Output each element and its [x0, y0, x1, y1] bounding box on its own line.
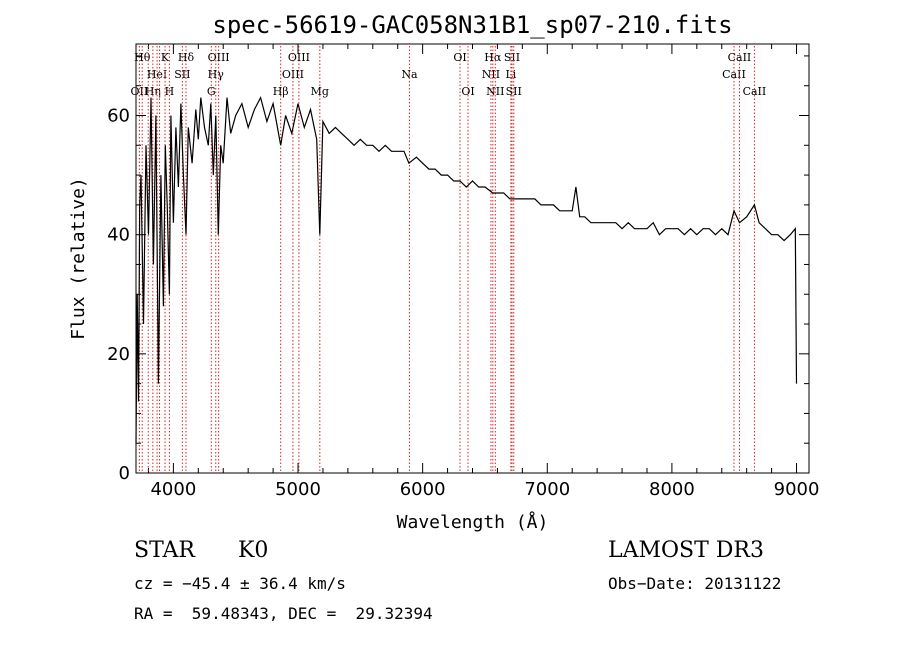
y-tick-label: 20	[107, 344, 130, 365]
line-label: H	[165, 85, 175, 98]
y-axis-label: Flux (relative)	[68, 177, 89, 340]
line-label: CaII	[728, 51, 752, 64]
survey-label: LAMOST DR3	[608, 538, 764, 563]
line-label: NII	[482, 68, 500, 81]
line-label: K	[161, 51, 170, 64]
line-label: Na	[401, 68, 418, 81]
line-label: Hγ	[208, 68, 225, 81]
class-label: STAR	[134, 538, 195, 563]
line-label: OIII	[208, 51, 230, 64]
line-label: Hδ	[178, 51, 195, 64]
x-tick-label: 7000	[524, 479, 570, 500]
line-label: OII	[131, 85, 149, 98]
line-label: NII	[486, 85, 504, 98]
line-label: OIII	[282, 68, 304, 81]
line-label: G	[207, 85, 216, 98]
line-label: OI	[453, 51, 466, 64]
line-label: OIII	[288, 51, 310, 64]
x-tick-label: 4000	[150, 479, 196, 500]
line-label: Hη	[145, 85, 161, 98]
line-label: SII	[174, 68, 190, 81]
line-label: Hα	[484, 51, 502, 64]
line-label: OI	[461, 85, 474, 98]
line-label: CaII	[743, 85, 767, 98]
y-tick-label: 60	[107, 106, 130, 127]
spectrum-line	[135, 95, 798, 444]
x-tick-label: 6000	[400, 479, 446, 500]
line-label: SII	[504, 51, 520, 64]
redshift-readout: cz = −45.4 ± 36.4 km/s	[134, 574, 346, 593]
x-axis-label: Wavelength (Å)	[397, 511, 549, 533]
obs-date-readout: Obs−Date: 20131122	[608, 574, 782, 593]
x-tick-label: 5000	[275, 479, 321, 500]
line-label: HeI	[147, 68, 167, 81]
line-label: Hβ	[273, 85, 289, 98]
line-label: Mg	[311, 85, 329, 98]
x-tick-label: 8000	[649, 479, 695, 500]
line-label: Li	[505, 68, 516, 81]
subclass-label: K0	[238, 538, 269, 563]
y-tick-label: 0	[119, 463, 130, 484]
chart-title: spec-56619-GAC058N31B1_sp07-210.fits	[212, 11, 732, 39]
plot-frame	[135, 43, 810, 474]
x-tick-label: 9000	[774, 479, 820, 500]
line-label: Hθ	[134, 51, 151, 64]
line-label: CaII	[722, 68, 746, 81]
line-label: SII	[506, 85, 522, 98]
y-tick-label: 40	[107, 225, 130, 246]
coordinates-readout: RA = 59.48343, DEC = 29.32394	[134, 604, 433, 623]
